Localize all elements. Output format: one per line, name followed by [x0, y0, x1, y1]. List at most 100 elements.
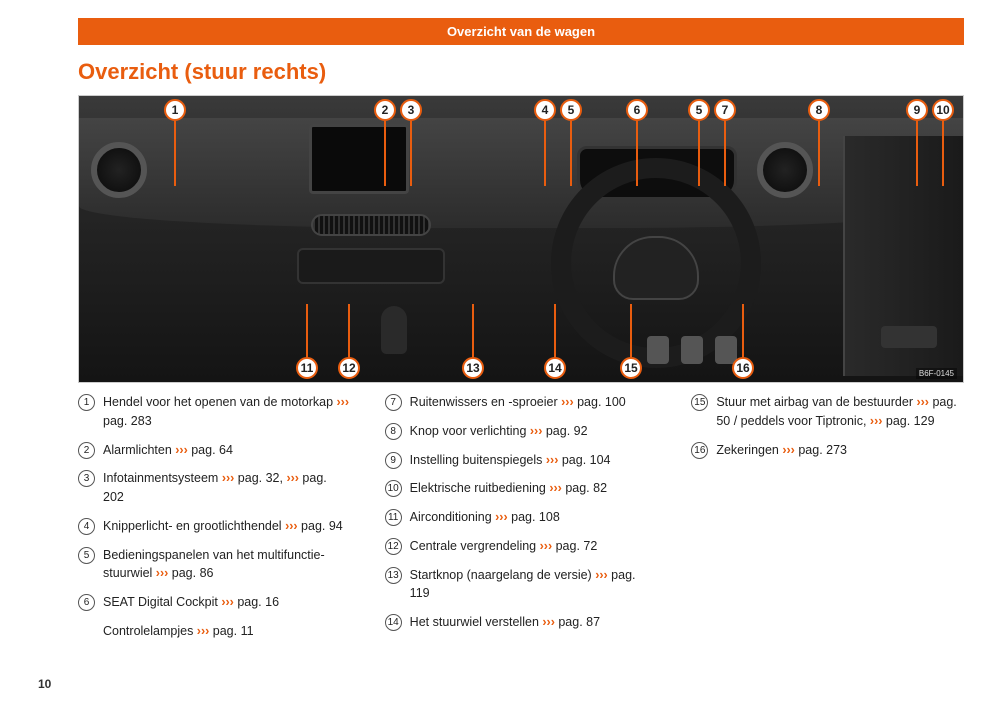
callout-lead — [472, 304, 474, 357]
legend-item-number: 16 — [691, 442, 708, 459]
legend-item-text: Stuur met airbag van de bestuurder ››› p… — [716, 393, 964, 431]
page-title: Overzicht (stuur rechts) — [78, 59, 1004, 85]
air-vent-right — [757, 142, 813, 198]
callout-marker: 10 — [932, 99, 954, 121]
legend-subitem: Controlelampjes ››› pag. 11 — [103, 622, 351, 641]
legend-item-text: Centrale vergrendeling ››› pag. 72 — [410, 537, 658, 556]
legend-item-number: 11 — [385, 509, 402, 526]
legend-item-number: 8 — [385, 423, 402, 440]
legend-col-1: 1 Hendel voor het openen van de motorkap … — [78, 393, 351, 651]
callout-lead — [554, 304, 556, 357]
legend-item-number: 13 — [385, 567, 402, 584]
center-vents — [311, 214, 431, 236]
page-number: 10 — [38, 677, 51, 691]
callout-marker: 3 — [400, 99, 422, 121]
pedal — [647, 336, 669, 364]
callout-lead — [174, 121, 176, 186]
dashboard-top — [79, 118, 963, 228]
legend-item-text: Infotainmentsysteem ››› pag. 32, ››› pag… — [103, 469, 351, 507]
window-switches — [881, 326, 937, 348]
callout-lead — [942, 121, 944, 186]
legend-item: 10 Elektrische ruitbediening ››› pag. 82 — [385, 479, 658, 498]
legend-item-number: 15 — [691, 394, 708, 411]
legend-item: 9 Instelling buitenspiegels ››› pag. 104 — [385, 451, 658, 470]
callout-lead — [570, 121, 572, 186]
callout-lead — [630, 304, 632, 357]
legend-item-text: Airconditioning ››› pag. 108 — [410, 508, 658, 527]
callout-lead — [698, 121, 700, 186]
legend-item: 4 Knipperlicht- en grootlichthendel ››› p… — [78, 517, 351, 536]
legend-item-text: Bedieningspanelen van het multifunctie­s… — [103, 546, 351, 584]
callout-marker: 9 — [906, 99, 928, 121]
callout-marker: 4 — [534, 99, 556, 121]
callout-marker: 12 — [338, 357, 360, 379]
callout-lead — [544, 121, 546, 186]
legend-item-number: 14 — [385, 614, 402, 631]
legend: 1 Hendel voor het openen van de motorkap … — [78, 393, 964, 651]
legend-item-text: Elektrische ruitbediening ››› pag. 82 — [410, 479, 658, 498]
legend-item-text: Hendel voor het openen van de motorkap ›… — [103, 393, 351, 431]
callout-marker: 11 — [296, 357, 318, 379]
legend-item-text: Ruitenwissers en -sproeier ››› pag. 100 — [410, 393, 658, 412]
legend-item-number: 7 — [385, 394, 402, 411]
steering-wheel-hub — [613, 236, 699, 300]
legend-item: 15 Stuur met airbag van de bestuurder ›››… — [691, 393, 964, 431]
callout-lead — [306, 304, 308, 357]
dashboard-figure: B6F-0145 123456578910111213141516 — [78, 95, 964, 383]
legend-item-text: Knipperlicht- en grootlichthendel ››› pa… — [103, 517, 351, 536]
callout-marker: 5 — [560, 99, 582, 121]
legend-item: 16 Zekeringen ››› pag. 273 — [691, 441, 964, 460]
callout-marker: 2 — [374, 99, 396, 121]
manual-page: Overzicht van de wagen Overzicht (stuur … — [0, 0, 1004, 709]
legend-item-number: 10 — [385, 480, 402, 497]
callout-marker: 5 — [688, 99, 710, 121]
legend-item: 5 Bedieningspanelen van het multifunctie­… — [78, 546, 351, 584]
legend-item: 6 SEAT Digital Cockpit ››› pag. 16 — [78, 593, 351, 612]
callout-marker: 16 — [732, 357, 754, 379]
callout-marker: 7 — [714, 99, 736, 121]
legend-item-text: Alarmlichten ››› pag. 64 — [103, 441, 351, 460]
callout-lead — [916, 121, 918, 186]
legend-item-number: 3 — [78, 470, 95, 487]
legend-item: 7 Ruitenwissers en -sproeier ››› pag. 100 — [385, 393, 658, 412]
callout-marker: 14 — [544, 357, 566, 379]
callout-marker: 15 — [620, 357, 642, 379]
legend-item-text: Instelling buitenspiegels ››› pag. 104 — [410, 451, 658, 470]
climate-panel — [297, 248, 445, 284]
legend-item: 2 Alarmlichten ››› pag. 64 — [78, 441, 351, 460]
legend-item: 12 Centrale vergrendeling ››› pag. 72 — [385, 537, 658, 556]
callout-marker: 6 — [626, 99, 648, 121]
section-header: Overzicht van de wagen — [78, 18, 964, 45]
infotainment-screen — [309, 124, 409, 194]
callout-lead — [410, 121, 412, 186]
callout-lead — [818, 121, 820, 186]
legend-item-number: 9 — [385, 452, 402, 469]
callout-lead — [384, 121, 386, 186]
callout-marker: 8 — [808, 99, 830, 121]
callout-lead — [636, 121, 638, 186]
legend-col-2: 7 Ruitenwissers en -sproeier ››› pag. 100… — [385, 393, 658, 651]
legend-col-3: 15 Stuur met airbag van de bestuurder ›››… — [691, 393, 964, 651]
legend-item: 11 Airconditioning ››› pag. 108 — [385, 508, 658, 527]
legend-item-number: 6 — [78, 594, 95, 611]
legend-item-text: SEAT Digital Cockpit ››› pag. 16 — [103, 593, 351, 612]
legend-item-number: 2 — [78, 442, 95, 459]
legend-item-number: 4 — [78, 518, 95, 535]
callout-lead — [742, 304, 744, 357]
legend-item-text: Het stuurwiel verstellen ››› pag. 87 — [410, 613, 658, 632]
callout-marker: 13 — [462, 357, 484, 379]
air-vent-left — [91, 142, 147, 198]
callout-lead — [348, 304, 350, 357]
legend-item-text: Knop voor verlichting ››› pag. 92 — [410, 422, 658, 441]
legend-item-text: Zekeringen ››› pag. 273 — [716, 441, 964, 460]
legend-item: 13 Startknop (naargelang de versie) ››› p… — [385, 566, 658, 604]
legend-item: 3 Infotainmentsysteem ››› pag. 32, ››› pa… — [78, 469, 351, 507]
callout-lead — [724, 121, 726, 186]
legend-item-number: 1 — [78, 394, 95, 411]
legend-item-number: 12 — [385, 538, 402, 555]
figure-code: B6F-0145 — [916, 368, 957, 379]
legend-item-number: 5 — [78, 547, 95, 564]
legend-item: 8 Knop voor verlichting ››› pag. 92 — [385, 422, 658, 441]
legend-item-text: Startknop (naargelang de versie) ››› pag… — [410, 566, 658, 604]
gear-lever — [381, 306, 407, 354]
